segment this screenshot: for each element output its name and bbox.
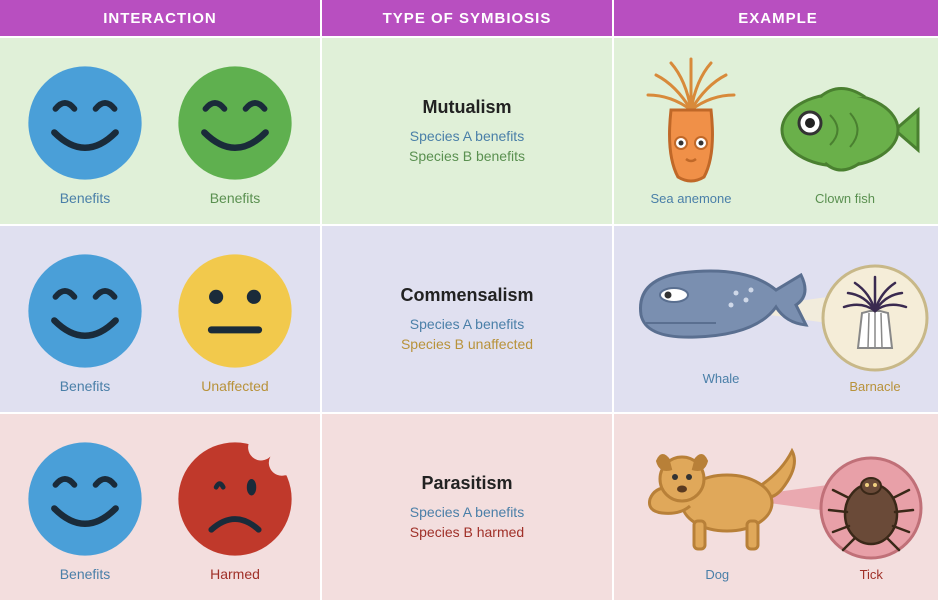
row-1-example-b-label: Barnacle (849, 379, 900, 394)
row-1-face-a-label: Benefits (60, 378, 111, 394)
row-1-type-line-b: Species B unaffected (401, 336, 533, 352)
row-1-example-a: Whale (626, 245, 816, 386)
fish-icon (770, 75, 920, 185)
row-2-type: Parasitism Species A benefits Species B … (322, 414, 612, 600)
row-2-type-line-b: Species B harmed (410, 524, 524, 540)
tick-icon (819, 456, 924, 561)
row-0-type-line-b: Species B benefits (409, 148, 525, 164)
row-2-face-b-label: Harmed (210, 566, 260, 582)
whale-icon (626, 245, 816, 365)
row-0-example-b-label: Clown fish (815, 191, 875, 206)
symbiosis-table: INTERACTION TYPE OF SYMBIOSIS EXAMPLE Be… (0, 0, 938, 600)
row-0-face-a: Benefits (26, 64, 144, 206)
dog-icon (632, 431, 802, 561)
benefits-face-icon (26, 64, 144, 182)
benefits-face-icon (176, 64, 294, 182)
unaffected-face-icon (176, 252, 294, 370)
row-0-face-b-label: Benefits (210, 190, 261, 206)
row-0-example-b: Clown fish (770, 75, 920, 206)
benefits-face-icon (26, 440, 144, 558)
row-0-face-a-label: Benefits (60, 190, 111, 206)
row-2-type-line-a: Species A benefits (410, 504, 524, 520)
row-1-interaction: Benefits Unaffected (0, 226, 320, 412)
row-1-example-a-label: Whale (703, 371, 740, 386)
row-1-example: Whale Barnacle (614, 226, 938, 412)
benefits-face-icon (26, 252, 144, 370)
row-0-type-line-a: Species A benefits (410, 128, 524, 144)
barnacle-icon (820, 263, 930, 373)
row-0-type: Mutualism Species A benefits Species B b… (322, 38, 612, 224)
row-1-type-title: Commensalism (400, 285, 533, 306)
row-1-face-b: Unaffected (176, 252, 294, 394)
row-2-example: Dog Tick (614, 414, 938, 600)
header-type: TYPE OF SYMBIOSIS (322, 0, 612, 36)
header-interaction: INTERACTION (0, 0, 320, 36)
row-1-face-b-label: Unaffected (201, 378, 268, 394)
row-2-face-b: Harmed (176, 440, 294, 582)
anemone-icon (636, 55, 746, 185)
row-1-face-a: Benefits (26, 252, 144, 394)
row-2-type-title: Parasitism (421, 473, 512, 494)
header-example: EXAMPLE (614, 0, 938, 36)
row-0-example-a: Sea anemone (636, 55, 746, 206)
row-2-face-a-label: Benefits (60, 566, 111, 582)
row-2-example-b-label: Tick (860, 567, 883, 582)
row-0-face-b: Benefits (176, 64, 294, 206)
row-2-face-a: Benefits (26, 440, 144, 582)
row-1-example-b: Barnacle (820, 263, 930, 394)
row-2-example-a: Dog (632, 431, 802, 582)
row-1-type-line-a: Species A benefits (410, 316, 524, 332)
row-0-example: Sea anemone Clown fish (614, 38, 938, 224)
row-2-example-b: Tick (819, 456, 924, 582)
row-2-interaction: Benefits Harmed (0, 414, 320, 600)
row-2-example-a-label: Dog (705, 567, 729, 582)
row-0-interaction: Benefits Benefits (0, 38, 320, 224)
harmed-face-icon (176, 440, 294, 558)
row-0-example-a-label: Sea anemone (651, 191, 732, 206)
row-1-type: Commensalism Species A benefits Species … (322, 226, 612, 412)
row-0-type-title: Mutualism (422, 97, 511, 118)
